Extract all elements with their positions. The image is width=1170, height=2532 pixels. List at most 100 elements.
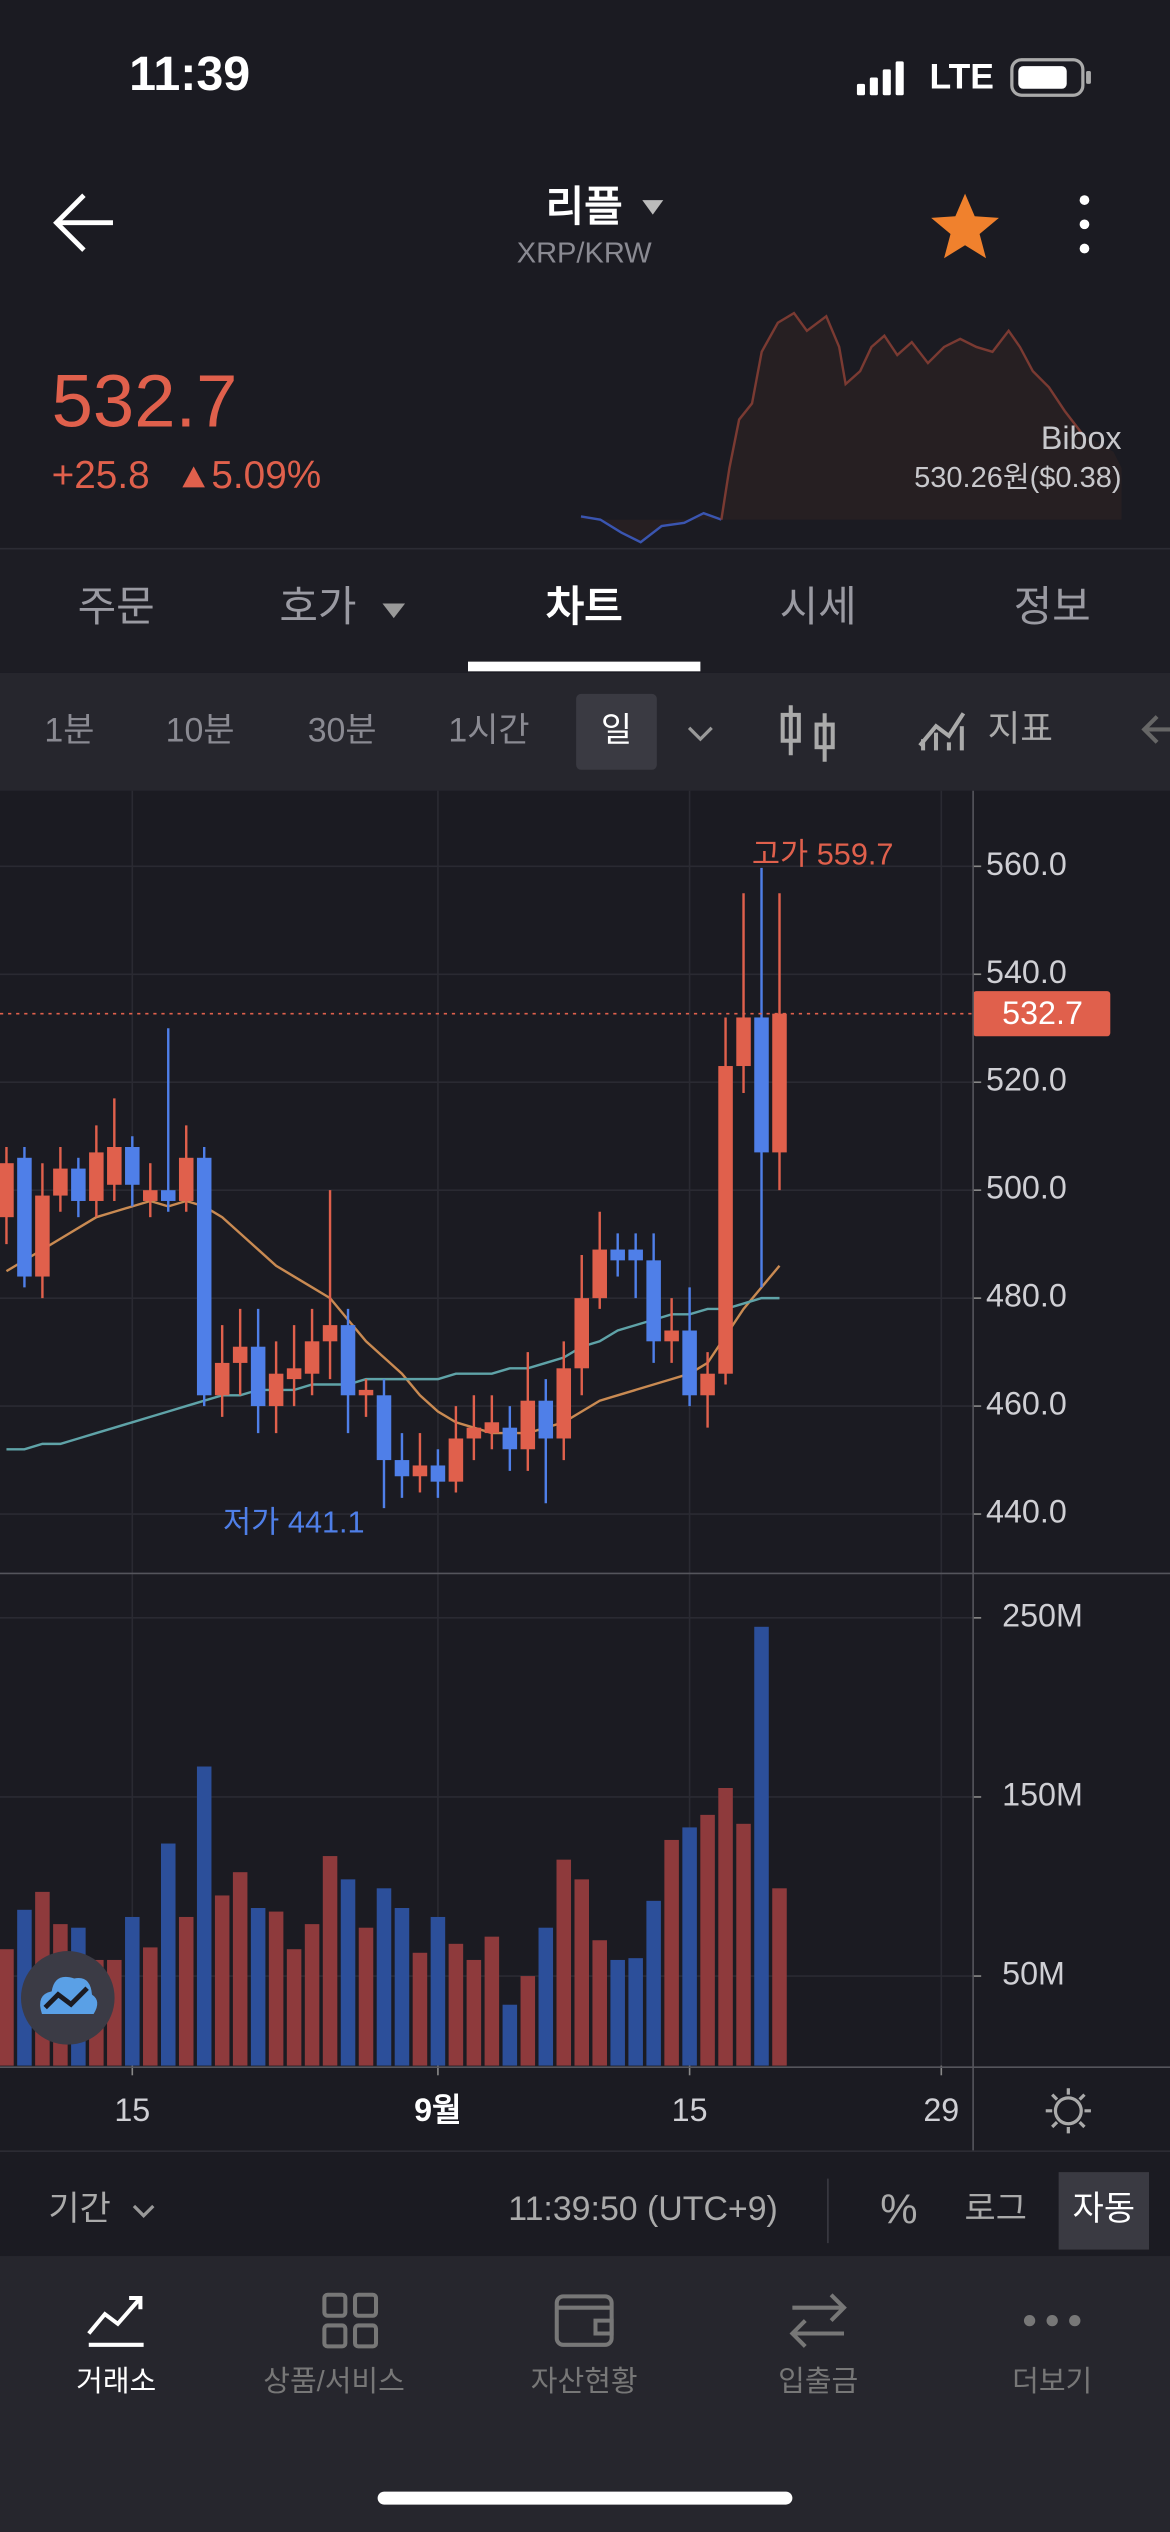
nav-icon-assets[interactable] xyxy=(554,2294,614,2347)
last-price: 532.7 xyxy=(52,359,238,442)
nav-icon-exchange[interactable] xyxy=(87,2295,144,2347)
volume-bar xyxy=(0,1949,14,2066)
tab[interactable]: 차트 xyxy=(546,583,623,630)
nav-icon-products[interactable] xyxy=(322,2292,379,2349)
favorite-star[interactable] xyxy=(931,193,999,259)
candle-body xyxy=(304,1341,320,1374)
indicator-icon[interactable] xyxy=(918,712,966,751)
candle-body xyxy=(107,1146,122,1185)
candle-body xyxy=(520,1400,536,1450)
title-dropdown[interactable] xyxy=(642,200,664,215)
volume-bar xyxy=(592,1940,607,2066)
y-tick-label: 500.0 xyxy=(986,1170,1067,1206)
volume-bar xyxy=(196,1766,212,2066)
auto-button-bg[interactable] xyxy=(1058,2172,1150,2250)
settings-button[interactable] xyxy=(1045,2088,1091,2134)
volume-bar xyxy=(772,1888,787,2066)
candle-body xyxy=(160,1190,176,1201)
volume-bar xyxy=(718,1788,733,2066)
nav-label[interactable]: 거래소 xyxy=(76,2366,156,2398)
exchange-price: 530.26원($0.38) xyxy=(914,462,1122,494)
y-tick-label: 50M xyxy=(1002,1956,1065,1992)
volume-bar xyxy=(412,1952,428,2066)
volume-bar xyxy=(178,1916,194,2066)
coin-title[interactable]: 리플 xyxy=(546,183,623,230)
volume-bar xyxy=(664,1839,679,2066)
candle-body xyxy=(736,1017,751,1067)
nav-icon-transfer[interactable] xyxy=(789,2293,847,2348)
candle-body xyxy=(664,1330,679,1342)
period-label[interactable]: 기간 xyxy=(48,2190,110,2228)
back-button[interactable] xyxy=(53,193,113,252)
pair: XRP/KRW xyxy=(517,238,653,270)
candle-body xyxy=(268,1373,284,1407)
tab[interactable]: 정보 xyxy=(1014,583,1091,630)
log-toggle[interactable]: 로그 xyxy=(965,2190,1027,2228)
candle-body xyxy=(232,1346,248,1363)
home-indicator xyxy=(377,2491,793,2505)
y-tick-label: 560.0 xyxy=(986,846,1067,882)
interval-dropdown[interactable] xyxy=(687,726,713,742)
nav-label[interactable]: 상품/서비스 xyxy=(263,2366,405,2398)
tab[interactable]: 호가 xyxy=(279,583,356,630)
auto-toggle[interactable]: 자동 xyxy=(1073,2190,1135,2228)
candle-body xyxy=(196,1157,212,1396)
candle-body xyxy=(772,1013,787,1153)
indicator-label[interactable]: 지표 xyxy=(988,708,1053,748)
y-tick-label: 540.0 xyxy=(986,954,1067,990)
candle-body xyxy=(484,1422,500,1434)
candle-body xyxy=(700,1373,715,1396)
nav-icon-more[interactable] xyxy=(1023,2314,1081,2327)
clock-utc: 11:39:50 (UTC+9) xyxy=(508,2190,778,2228)
floating-button[interactable] xyxy=(20,1951,115,2045)
interval[interactable]: 1시간 xyxy=(448,712,529,750)
volume-bar xyxy=(682,1827,697,2066)
chart-type-button[interactable] xyxy=(780,705,835,762)
volume-bar xyxy=(286,1949,302,2066)
last-price-label: 532.7 xyxy=(1002,995,1083,1031)
interval[interactable]: 일 xyxy=(601,712,632,750)
candle-body xyxy=(125,1146,140,1185)
volume-bar xyxy=(484,1936,500,2066)
y-tick-label: 520.0 xyxy=(986,1062,1067,1098)
candle-body xyxy=(682,1330,697,1396)
volume-bar xyxy=(556,1859,572,2066)
volume-bar xyxy=(610,1959,625,2066)
volume-bar xyxy=(700,1814,715,2066)
candle-body xyxy=(178,1157,194,1201)
more-menu[interactable] xyxy=(1079,195,1090,254)
candle-body xyxy=(610,1249,625,1261)
volume-bar xyxy=(574,1879,590,2066)
volume-bar xyxy=(214,1895,230,2066)
candle-body xyxy=(250,1346,266,1407)
x-tick-label: 15 xyxy=(114,2092,150,2128)
candle-body xyxy=(448,1438,464,1482)
volume-bar xyxy=(322,1856,338,2066)
tab-bar xyxy=(0,548,1170,673)
y-tick-label: 250M xyxy=(1002,1597,1083,1633)
nav-label[interactable]: 입출금 xyxy=(778,2365,858,2398)
interval[interactable]: 10분 xyxy=(166,712,235,750)
tab[interactable]: 주문 xyxy=(78,583,155,630)
volume-bar xyxy=(376,1888,392,2066)
candle-body xyxy=(71,1168,86,1201)
nav-label[interactable]: 자산현황 xyxy=(531,2365,638,2398)
percent-toggle[interactable]: % xyxy=(880,2186,917,2233)
candle-body xyxy=(574,1298,590,1369)
candle-body xyxy=(17,1157,32,1277)
tab-dropdown[interactable] xyxy=(382,603,406,619)
volume-bar xyxy=(394,1908,410,2066)
y-tick-label: 440.0 xyxy=(986,1494,1067,1530)
price-change-pct: 5.09% xyxy=(211,454,321,497)
nav-label[interactable]: 더보기 xyxy=(1012,2366,1092,2398)
clock: 11:39 xyxy=(129,47,250,101)
interval[interactable]: 30분 xyxy=(308,712,377,750)
tab[interactable]: 시세 xyxy=(780,583,857,630)
interval[interactable]: 1분 xyxy=(44,712,94,750)
last-price-tag xyxy=(973,991,1111,1037)
candle-body xyxy=(502,1427,518,1450)
y-tick-label: 460.0 xyxy=(986,1386,1067,1422)
period-dropdown[interactable] xyxy=(132,2204,155,2218)
volume-bar xyxy=(628,1958,643,2066)
volume-bar xyxy=(340,1879,356,2066)
